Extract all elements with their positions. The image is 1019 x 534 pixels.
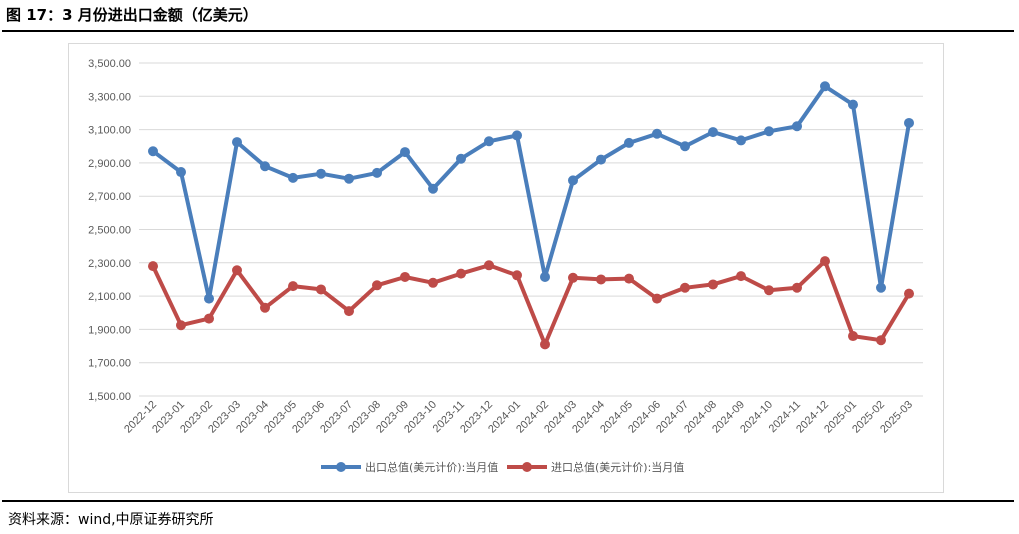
y-axis-ticks: 1,500.00 1,700.00 1,900.00 2,100.00 2,300.00…: [88, 58, 131, 403]
data-point: [428, 183, 438, 194]
data-point: [904, 288, 914, 299]
series-2: [148, 256, 914, 350]
legend-marker: [522, 462, 532, 472]
data-point: [596, 154, 606, 165]
data-point: [484, 136, 494, 147]
data-point: [176, 320, 186, 331]
data-point: [400, 271, 410, 282]
data-point: [624, 137, 634, 148]
y-tick-label: 2,100.00: [88, 291, 131, 303]
data-point: [596, 274, 606, 285]
data-point: [736, 271, 746, 282]
data-point: [540, 271, 550, 282]
y-tick-label: 3,500.00: [88, 58, 131, 70]
y-tick-label: 2,900.00: [88, 158, 131, 170]
series-line: [151, 259, 911, 347]
y-tick-label: 2,700.00: [88, 191, 131, 203]
data-point: [736, 135, 746, 146]
data-point: [764, 126, 774, 137]
data-point: [288, 172, 298, 183]
data-point: [876, 335, 886, 346]
top-divider: [2, 30, 1014, 32]
legend: 出口总值(美元计价):当月值 进口总值(美元计价):当月值: [321, 460, 684, 474]
data-point: [848, 99, 858, 110]
data-point: [316, 284, 326, 295]
legend-label: 出口总值(美元计价):当月值: [365, 460, 498, 474]
data-point: [764, 285, 774, 296]
data-point: [316, 168, 326, 179]
data-point: [288, 281, 298, 292]
data-point: [876, 282, 886, 293]
data-point: [232, 265, 242, 276]
line-chart: 1,500.00 1,700.00 1,900.00 2,100.00 2,300.00…: [88, 58, 923, 474]
data-point: [820, 81, 830, 92]
data-point: [232, 137, 242, 148]
data-point: [484, 260, 494, 271]
data-point: [708, 127, 718, 138]
data-point: [204, 293, 214, 304]
data-point: [372, 280, 382, 291]
data-point: [848, 331, 858, 342]
data-point: [540, 339, 550, 350]
series-1: [148, 81, 914, 304]
legend-marker: [336, 462, 346, 472]
data-point: [400, 147, 410, 158]
y-tick-label: 3,100.00: [88, 125, 131, 137]
series-lines: [148, 81, 914, 350]
y-tick-label: 1,500.00: [88, 391, 131, 403]
chart-area: 1,500.00 1,700.00 1,900.00 2,100.00 2,300.00…: [68, 43, 944, 493]
data-point: [820, 256, 830, 267]
y-tick-label: 1,700.00: [88, 358, 131, 370]
y-tick-label: 3,300.00: [88, 91, 131, 103]
data-point: [148, 146, 158, 157]
data-point: [428, 277, 438, 288]
data-point: [204, 313, 214, 324]
data-point: [148, 261, 158, 272]
data-point: [512, 270, 522, 281]
data-point: [792, 282, 802, 293]
bottom-divider: [2, 500, 1014, 502]
data-point: [680, 141, 690, 152]
source-note: 资料来源：wind,中原证券研究所: [8, 512, 214, 528]
data-point: [260, 302, 270, 313]
data-point: [260, 161, 270, 172]
y-tick-label: 1,900.00: [88, 324, 131, 336]
legend-item: 出口总值(美元计价):当月值: [321, 460, 498, 474]
legend-label: 进口总值(美元计价):当月值: [551, 460, 684, 474]
gridlines: [139, 62, 923, 397]
data-point: [568, 175, 578, 186]
data-point: [904, 117, 914, 128]
data-point: [456, 268, 466, 279]
y-tick-label: 2,500.00: [88, 225, 131, 237]
data-point: [792, 121, 802, 132]
figure-title: 图 17：3 月份进出口金额（亿美元）: [6, 6, 258, 24]
legend-item: 进口总值(美元计价):当月值: [507, 460, 684, 474]
data-point: [512, 130, 522, 141]
data-point: [708, 279, 718, 290]
data-point: [680, 282, 690, 293]
data-point: [652, 128, 662, 139]
data-point: [344, 306, 354, 317]
data-point: [652, 293, 662, 304]
data-point: [624, 273, 634, 284]
data-point: [344, 173, 354, 184]
data-point: [568, 272, 578, 283]
data-point: [372, 167, 382, 178]
x-axis-ticks: 2022-122023-012023-022023-032023-042023-…: [122, 399, 915, 436]
data-point: [456, 153, 466, 164]
y-tick-label: 2,300.00: [88, 258, 131, 270]
series-line: [151, 84, 911, 301]
data-point: [176, 167, 186, 178]
